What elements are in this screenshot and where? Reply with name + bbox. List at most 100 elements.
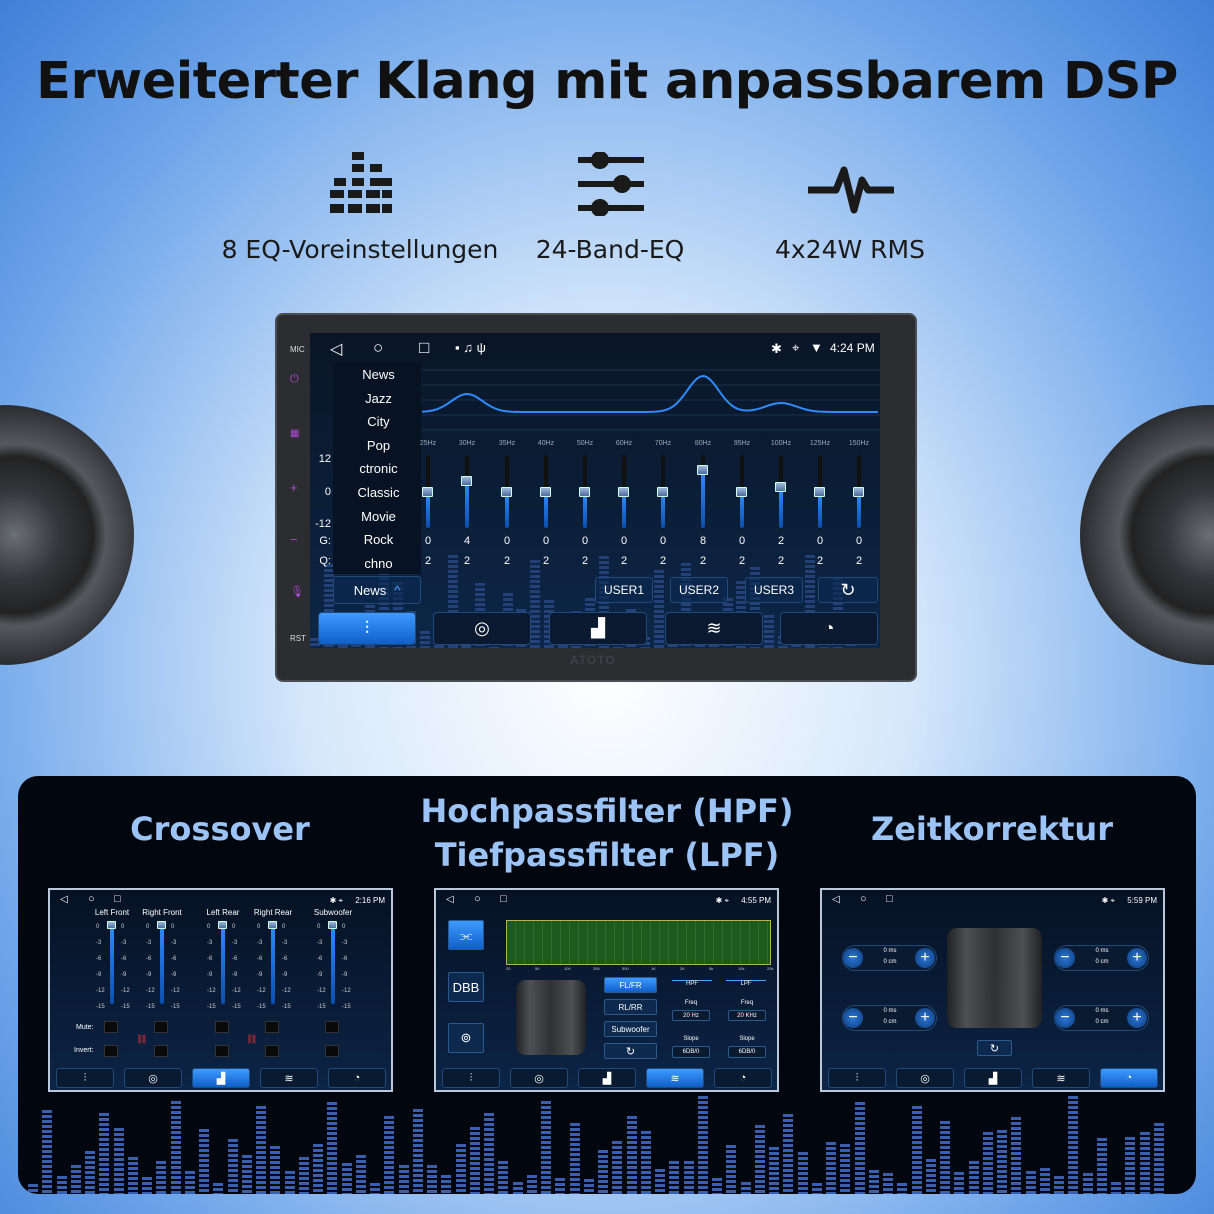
invert-checkbox[interactable] [325,1045,339,1057]
home-icon[interactable]: ○ [373,338,384,357]
level-slider-track[interactable] [160,924,164,1004]
decrease-button[interactable]: − [843,1008,863,1028]
invert-checkbox[interactable] [104,1045,118,1057]
decrease-button[interactable]: − [1055,948,1075,968]
back-icon[interactable]: ◁ [446,894,454,905]
eq-slider-handle[interactable] [461,476,472,486]
home-icon[interactable]: ○ [88,893,95,905]
mute-checkbox[interactable] [154,1021,168,1033]
volume-up-icon[interactable]: + [290,480,298,495]
freq-value[interactable]: 20 KHz [728,1010,766,1021]
preset-option[interactable]: Movie [361,508,396,524]
tab-bars-icon[interactable]: ▟ [578,1068,636,1088]
tab-bars-icon[interactable]: ▟ [192,1068,250,1088]
tab-target-icon[interactable]: ◎ [510,1068,568,1088]
eq-slider-handle[interactable] [501,487,512,497]
user3-button[interactable]: USER3 [745,577,803,603]
level-slider-handle[interactable] [107,921,116,929]
tab-waves-icon[interactable]: ≋ [260,1068,318,1088]
tab-gauge-icon[interactable]: ◔ [714,1068,772,1088]
preset-option[interactable]: chno [364,555,393,571]
increase-button[interactable]: + [915,1008,935,1028]
preset-option[interactable]: Pop [366,437,391,453]
eq-slider-handle[interactable] [736,487,747,497]
recents-icon[interactable]: □ [886,893,893,905]
mute-checkbox[interactable] [104,1021,118,1033]
hpf-tab[interactable]: HPF [672,980,712,987]
eq-slider-handle[interactable] [579,487,590,497]
mute-checkbox[interactable] [265,1021,279,1033]
decrease-button[interactable]: − [843,948,863,968]
eq-slider-handle[interactable] [618,487,629,497]
volume-down-icon[interactable]: − [290,532,298,547]
user2-button[interactable]: USER2 [670,577,728,603]
level-slider-handle[interactable] [218,921,227,929]
invert-checkbox[interactable] [215,1045,229,1057]
tab-gauge-icon[interactable]: ◔ [780,612,878,645]
channel-button[interactable]: RL/RR [604,999,657,1015]
reset-icon[interactable]: ↻ [977,1040,1012,1056]
rst-button[interactable]: RST [290,634,306,643]
tab-gauge-icon[interactable]: ◔ [1100,1068,1158,1088]
recents-icon[interactable]: □ [114,893,121,905]
invert-checkbox[interactable] [154,1045,168,1057]
preset-option[interactable]: News [362,367,395,382]
reset-icon[interactable]: ↻ [604,1043,657,1059]
invert-checkbox[interactable] [265,1045,279,1057]
lpf-tab[interactable]: LPF [726,980,766,987]
link-icon[interactable]: ⛓ [246,1034,258,1044]
preset-option[interactable]: Classic [357,485,400,500]
level-slider-track[interactable] [331,924,335,1004]
tab-target-icon[interactable]: ◎ [896,1068,954,1088]
power-icon[interactable]: ⏻ [290,373,299,385]
slope-select[interactable]: 6DB/0 [672,1046,710,1058]
reset-icon[interactable]: ↻ [818,577,878,603]
increase-button[interactable]: + [1127,948,1147,968]
home-grid-icon[interactable]: ▦ [290,428,300,439]
voice-icon[interactable]: 🎙 [290,586,304,598]
eq-slider-handle[interactable] [775,481,786,492]
user1-button[interactable]: USER1 [595,577,653,603]
slope-select[interactable]: 6DB/0 [728,1046,766,1058]
home-icon[interactable]: ○ [474,893,481,905]
eq-slider-handle[interactable] [657,487,668,497]
tab-bars-icon[interactable]: ▟ [964,1068,1022,1088]
tab-waves-icon[interactable]: ≋ [665,612,763,645]
level-slider-handle[interactable] [157,921,166,929]
preset-option[interactable]: Jazz [365,390,392,406]
level-slider-track[interactable] [271,924,275,1004]
preset-option[interactable]: Rock [363,532,394,548]
level-slider-track[interactable] [221,924,225,1004]
eq-slider-handle[interactable] [540,487,551,497]
preset-option[interactable]: City [367,414,390,430]
recents-icon[interactable]: □ [500,893,507,905]
level-slider-handle[interactable] [328,921,337,929]
home-icon[interactable]: ○ [860,893,867,905]
tab-waves-icon[interactable]: ≋ [1032,1068,1090,1088]
tab-equalizer-icon[interactable]: ⫶ [318,612,416,645]
preset-option[interactable]: ctronic [359,461,398,477]
back-icon[interactable]: ◁ [832,894,840,905]
eq-slider-handle[interactable] [422,487,433,497]
level-slider-track[interactable] [110,924,114,1004]
recents-icon[interactable]: □ [419,338,430,357]
tab-equalizer-icon[interactable]: ⫶ [56,1068,114,1088]
tab-target-icon[interactable]: ◎ [433,612,531,645]
back-icon[interactable]: ◁ [330,341,343,358]
eq-slider-handle[interactable] [853,487,864,497]
increase-button[interactable]: + [1127,1008,1147,1028]
tab-equalizer-icon[interactable]: ⫶ [828,1068,886,1088]
link-icon[interactable]: ⛓ [136,1034,148,1044]
eq-slider-handle[interactable] [697,465,708,475]
increase-button[interactable]: + [915,948,935,968]
mute-checkbox[interactable] [215,1021,229,1033]
preset-select[interactable]: News ^ [333,576,421,604]
freq-value[interactable]: 20 Hz [672,1010,710,1021]
speaker-setting-icon[interactable]: ⊚ [448,1023,484,1053]
level-slider-handle[interactable] [268,921,277,929]
channel-button[interactable]: FL/FR [604,977,657,993]
tab-equalizer-icon[interactable]: ⫶ [442,1068,500,1088]
channel-button[interactable]: Subwoofer [604,1021,657,1037]
crossover-mode-icon[interactable]: ⫘ [448,920,484,950]
decrease-button[interactable]: − [1055,1008,1075,1028]
